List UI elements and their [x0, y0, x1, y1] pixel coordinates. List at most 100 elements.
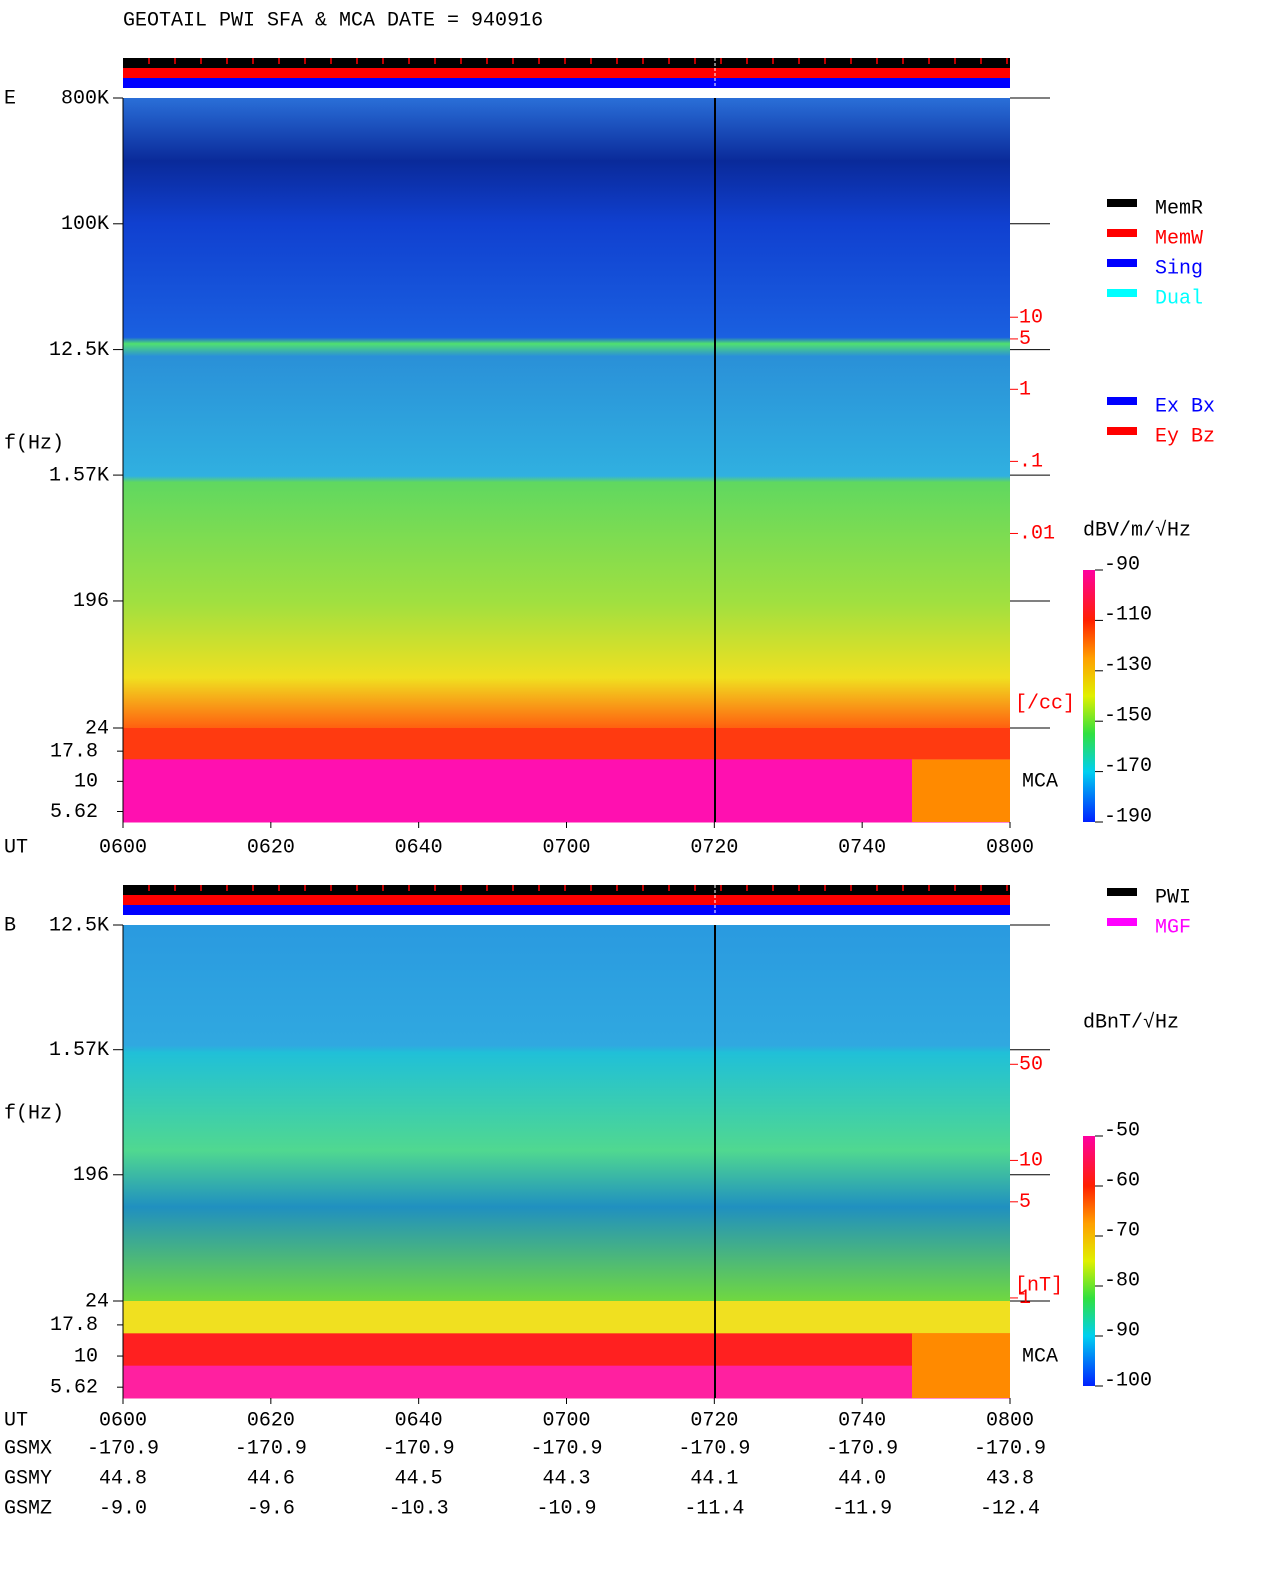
orbit-value: -9.0 [99, 1497, 147, 1520]
y-tick-label: 100K [61, 213, 109, 236]
colorbar-tick-label: -70 [1104, 1219, 1140, 1242]
colorbar-tick-label: -130 [1104, 654, 1152, 677]
x-tick-label: 0640 [395, 836, 443, 859]
spectrogram [123, 98, 1010, 728]
status-bar [123, 895, 1010, 905]
y-tick-label: 1.57K [49, 464, 109, 487]
y2-tick-label: 1 [1019, 1287, 1031, 1310]
x-tick-label: 0700 [542, 836, 590, 859]
mca-tick-label: 17.8 [50, 740, 98, 763]
colorbar-tick-label: -100 [1104, 1369, 1152, 1392]
colorbar-tick-label: -90 [1104, 1319, 1140, 1342]
y-tick-label: 24 [85, 717, 109, 740]
y2-axis-label: [nT] [1015, 1274, 1063, 1297]
orbit-value: -170.9 [826, 1437, 898, 1460]
y-axis-label: f(Hz) [4, 432, 64, 455]
mca-band [123, 1333, 1010, 1367]
x-tick-label: 0740 [838, 1409, 886, 1432]
y2-tick-label: 50 [1019, 1054, 1043, 1077]
mca-tick-label: 10 [74, 1345, 98, 1368]
mca-band [912, 1333, 1010, 1398]
orbit-value: -170.9 [974, 1437, 1046, 1460]
mca-label: MCA [1022, 771, 1058, 794]
status-bar [123, 905, 1010, 915]
legend-swatch [1107, 397, 1137, 405]
status-bar [123, 78, 1010, 88]
orbit-value: -10.9 [536, 1497, 596, 1520]
legend-label: Dual [1155, 287, 1203, 310]
x-axis-label: UT [4, 836, 28, 859]
colorbar-tick-label: -190 [1104, 805, 1152, 828]
colorbar [1083, 570, 1095, 822]
legend-label: PWI [1155, 886, 1191, 909]
orbit-value: -11.9 [832, 1497, 892, 1520]
orbit-value: 44.8 [99, 1467, 147, 1490]
orbit-label: GSMZ [4, 1497, 52, 1520]
mca-tick-label: 5.62 [50, 1376, 98, 1399]
x-tick-label: 0720 [690, 836, 738, 859]
legend-label: Ey Bz [1155, 425, 1215, 448]
y-tick-label: 196 [73, 590, 109, 613]
y-tick-label: 800K [61, 87, 109, 110]
orbit-value: -9.6 [247, 1497, 295, 1520]
orbit-label: GSMX [4, 1437, 52, 1460]
orbit-value: 44.1 [690, 1467, 738, 1490]
legend-swatch [1107, 918, 1137, 926]
y2-tick-label: 10 [1019, 1150, 1043, 1173]
x-tick-label: 0620 [247, 836, 295, 859]
y2-tick-label: 5 [1019, 1191, 1031, 1214]
orbit-value: 44.5 [395, 1467, 443, 1490]
status-bar [123, 58, 1010, 68]
panel-label: E [4, 87, 16, 110]
legend-label: Sing [1155, 257, 1203, 280]
y2-tick-label: 10 [1019, 307, 1043, 330]
colorbar-tick-label: -90 [1104, 553, 1140, 576]
x-tick-label: 0600 [99, 836, 147, 859]
title: GEOTAIL PWI SFA & MCA DATE = 940916 [123, 9, 543, 32]
x-axis-label: UT [4, 1409, 28, 1432]
orbit-label: GSMY [4, 1467, 52, 1490]
legend-swatch [1107, 199, 1137, 207]
orbit-value: -10.3 [389, 1497, 449, 1520]
mca-band [123, 728, 1010, 760]
y-tick-label: 24 [85, 1290, 109, 1313]
mca-label: MCA [1022, 1345, 1058, 1368]
colorbar-tick-label: -110 [1104, 604, 1152, 627]
orbit-value: -11.4 [684, 1497, 744, 1520]
x-tick-label: 0720 [690, 1409, 738, 1432]
orbit-value: 44.3 [542, 1467, 590, 1490]
colorbar-tick-label: -150 [1104, 704, 1152, 727]
legend-swatch [1107, 259, 1137, 267]
colorbar-label: dBnT/√Hz [1083, 1010, 1179, 1034]
x-tick-label: 0640 [395, 1409, 443, 1432]
colorbar [1083, 1136, 1095, 1386]
y-tick-label: 196 [73, 1164, 109, 1187]
x-tick-label: 0620 [247, 1409, 295, 1432]
legend-label: MemW [1155, 227, 1203, 250]
orbit-value: -12.4 [980, 1497, 1040, 1520]
legend-swatch [1107, 229, 1137, 237]
orbit-value: 44.0 [838, 1467, 886, 1490]
panel-label: B [4, 914, 16, 937]
colorbar-tick-label: -60 [1104, 1169, 1140, 1192]
y2-axis-label: [/cc] [1015, 692, 1075, 715]
colorbar-tick-label: -80 [1104, 1269, 1140, 1292]
mca-band [123, 1301, 1010, 1334]
orbit-value: 44.6 [247, 1467, 295, 1490]
orbit-value: -170.9 [678, 1437, 750, 1460]
legend-swatch [1107, 289, 1137, 297]
y-tick-label: 1.57K [49, 1039, 109, 1062]
mca-band [123, 790, 1010, 823]
status-bar [123, 68, 1010, 78]
spectrogram [123, 925, 1010, 1301]
x-tick-label: 0800 [986, 836, 1034, 859]
colorbar-tick-label: -50 [1104, 1119, 1140, 1142]
mca-tick-label: 5.62 [50, 801, 98, 824]
legend-label: Ex Bx [1155, 395, 1215, 418]
y-tick-label: 12.5K [49, 914, 109, 937]
y2-tick-label: 1 [1019, 379, 1031, 402]
mca-band [912, 759, 1010, 822]
x-tick-label: 0600 [99, 1409, 147, 1432]
